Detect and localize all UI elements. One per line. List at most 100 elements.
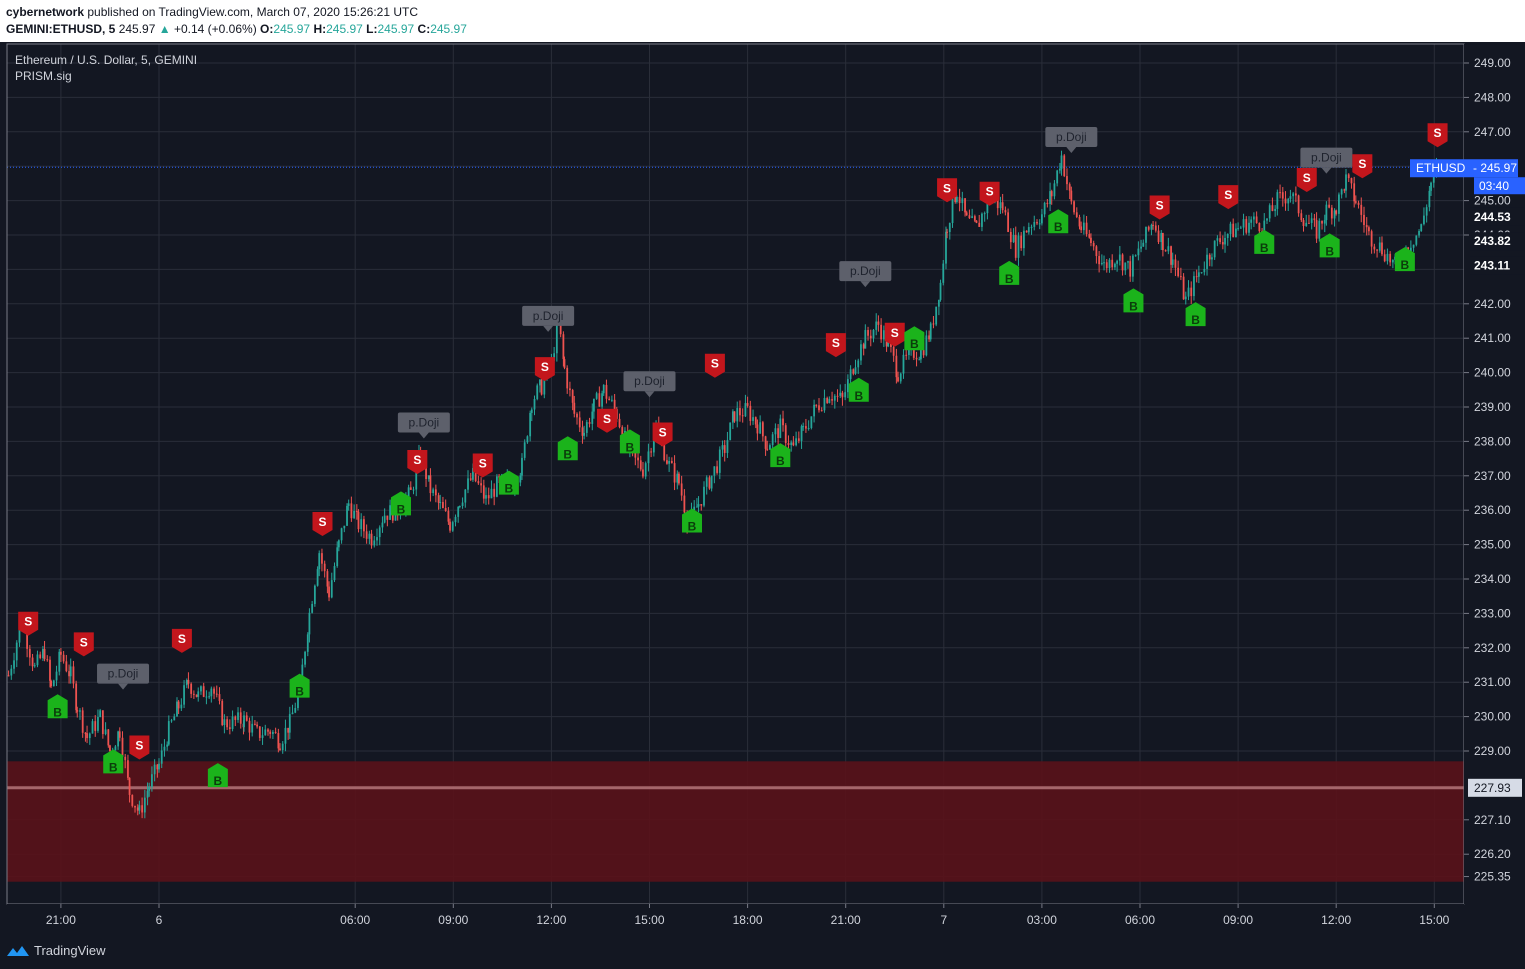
time-scale: 21:00 6 06:00 09:00 12:00 15:00 18:00 21:00 7 03:… <box>7 904 1464 932</box>
candle-body <box>1381 242 1383 255</box>
buy-marker-text: B <box>854 389 863 403</box>
sell-signal: S <box>704 353 725 378</box>
candle-body <box>1226 233 1229 238</box>
candle-body <box>946 231 948 233</box>
candle-body <box>1297 195 1300 214</box>
candle-body <box>370 533 373 546</box>
candle-body <box>1423 215 1425 225</box>
buy-signal: B <box>1319 233 1340 258</box>
doji-label-box <box>522 305 575 326</box>
up-arrow-icon: ▲ <box>158 22 171 36</box>
candle-body <box>1154 225 1157 231</box>
sell-marker-shape <box>825 333 846 358</box>
sell-marker-text: S <box>943 181 951 195</box>
candle-body <box>759 422 762 434</box>
candle-body <box>239 712 242 724</box>
candle-body <box>31 657 34 667</box>
candle-body <box>581 427 584 436</box>
candle-body <box>1420 224 1423 232</box>
candle-body <box>1004 210 1007 213</box>
candle-body <box>173 716 176 721</box>
candle-body <box>10 668 13 676</box>
candle-body <box>1313 218 1316 221</box>
candle-body <box>670 461 673 464</box>
candle-body <box>81 710 84 733</box>
close-value: 245.97 <box>430 22 467 36</box>
candle-body <box>226 719 229 728</box>
candle-body <box>228 727 231 729</box>
candle-body <box>1237 228 1239 230</box>
candle-body <box>964 198 966 213</box>
candle-body <box>493 488 496 497</box>
doji-label-text: p.Doji <box>850 264 881 278</box>
candle-body <box>1193 276 1195 297</box>
candle-body <box>1098 256 1101 265</box>
tradingview-brand[interactable]: TradingView <box>34 943 106 958</box>
low-value: 245.97 <box>377 22 415 36</box>
candle-body <box>407 487 410 499</box>
candle-body <box>566 367 569 389</box>
candle-body <box>752 417 754 421</box>
zone-tag-bg <box>1468 778 1522 797</box>
candle-body <box>258 726 261 738</box>
candle-body <box>160 750 163 764</box>
legend-indicator[interactable]: PRISM.sig <box>15 69 72 83</box>
doji-label-box <box>97 663 150 684</box>
level-price-tag: 244.53 <box>1470 207 1524 226</box>
candle-body <box>846 379 849 393</box>
buy-marker-text: B <box>1054 220 1063 234</box>
buy-signal: B <box>390 491 411 516</box>
candle-body <box>42 648 44 658</box>
current-price-tag: ETHUSD - 245.97 03:40 <box>1410 159 1525 195</box>
candle-body <box>1012 235 1015 243</box>
candle-body <box>937 299 940 307</box>
candle-body <box>766 448 769 450</box>
candle-body <box>33 665 36 667</box>
candle-body <box>442 502 444 509</box>
buy-marker-text: B <box>397 502 406 516</box>
candle-body <box>601 393 603 407</box>
sell-marker-shape <box>312 511 333 536</box>
time-tick-label: 18:00 <box>733 913 763 927</box>
candle-body <box>784 425 787 443</box>
author-name[interactable]: cybernetwork <box>6 5 85 19</box>
candle-body <box>134 805 136 808</box>
candle-body <box>195 694 198 697</box>
candle-body <box>1129 261 1132 277</box>
candle-body <box>867 330 869 336</box>
candle-body <box>425 459 427 480</box>
candle-body <box>1108 259 1111 269</box>
zone-price-tag: 227.93 <box>1468 778 1522 797</box>
candle-body <box>723 445 726 453</box>
buy-marker-shape <box>557 436 578 461</box>
candle-body <box>264 729 267 736</box>
price-tick-label: 240.00 <box>1474 366 1511 380</box>
candle-body <box>328 586 330 598</box>
candle-body <box>1092 243 1095 247</box>
buy-signal: B <box>207 763 228 788</box>
candle-body <box>109 745 111 752</box>
candle-body <box>925 335 928 356</box>
doji-label: p.Doji <box>839 261 892 288</box>
candle-body <box>1206 254 1208 269</box>
sell-marker-shape <box>1296 167 1317 192</box>
candle-body <box>1242 219 1245 228</box>
buy-marker-shape <box>103 749 124 774</box>
candle-body <box>43 648 46 660</box>
doji-label: p.Doji <box>1300 147 1353 174</box>
candle-body <box>487 495 490 499</box>
doji-label-text: p.Doji <box>409 416 440 430</box>
price-tick-label: 241.00 <box>1474 331 1511 345</box>
candle-body <box>543 379 546 395</box>
candle-body <box>434 489 437 496</box>
candle-body <box>287 727 290 733</box>
buy-signal: B <box>904 326 925 351</box>
candle-body <box>1276 192 1279 209</box>
candle-body <box>1033 221 1036 227</box>
candle-body <box>1245 219 1248 233</box>
candle-body <box>928 335 930 340</box>
candle-body <box>1132 255 1134 277</box>
candle-body <box>383 515 386 523</box>
price-tick-label: 238.00 <box>1474 434 1511 448</box>
